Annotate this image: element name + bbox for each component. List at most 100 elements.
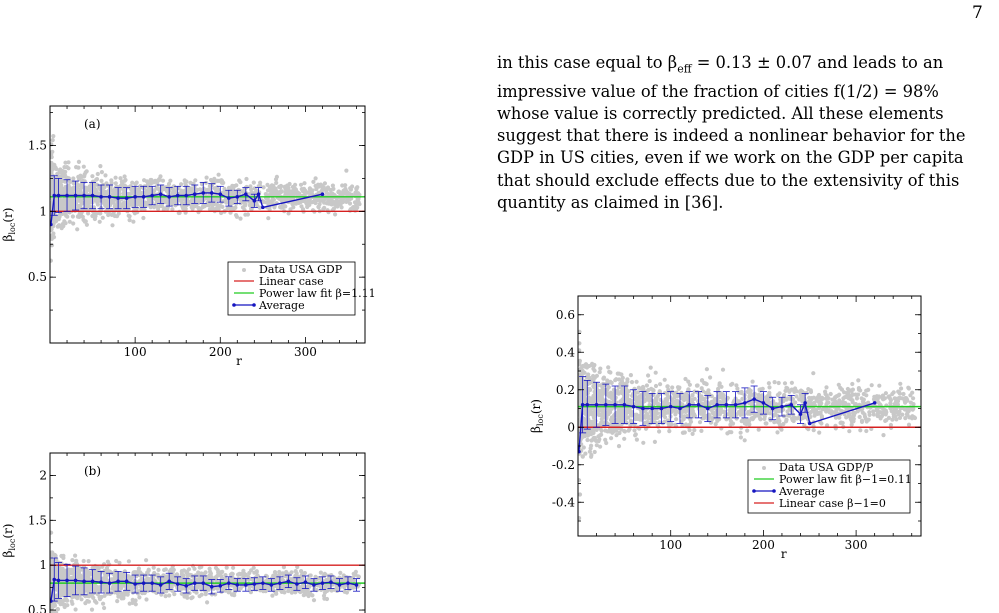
data-point (274, 174, 279, 179)
data-point (240, 189, 245, 194)
data-point (50, 571, 55, 576)
data-point (87, 593, 92, 598)
data-point (690, 393, 695, 398)
data-point (721, 409, 726, 414)
data-point (281, 197, 286, 202)
data-point (906, 422, 912, 427)
data-point (78, 173, 83, 178)
data-point (307, 202, 312, 207)
data-point (75, 227, 80, 232)
paragraph-line: that should exclude effects due to the e… (497, 170, 960, 190)
data-point (607, 369, 612, 374)
data-point (107, 591, 113, 596)
data-point (179, 203, 184, 208)
data-point (608, 417, 613, 422)
data-point (223, 573, 228, 578)
data-point (152, 205, 157, 210)
paragraph-line: suggest that there is indeed a nonlinear… (497, 126, 966, 146)
chart-panel-gdp-per-capita: 100 200 300-0.4-0.200.20.40.6rβloc(r)Data … (529, 295, 922, 561)
data-point (109, 200, 114, 205)
data-point (118, 201, 123, 206)
data-point (293, 182, 298, 187)
data-point (117, 560, 122, 565)
average-marker (116, 579, 120, 584)
data-point (70, 584, 75, 589)
data-point (70, 601, 75, 606)
data-point (149, 177, 154, 183)
data-point (58, 167, 63, 172)
data-point (162, 186, 167, 192)
data-point (212, 180, 217, 185)
data-point (598, 412, 603, 417)
data-point (772, 420, 777, 425)
data-point (284, 569, 289, 575)
data-point (646, 373, 651, 378)
data-point (166, 202, 171, 207)
data-point (50, 258, 53, 263)
data-point (357, 202, 362, 207)
x-tick-label: 300 (294, 345, 317, 359)
data-point (81, 558, 86, 564)
data-point (734, 416, 739, 421)
data-point (133, 602, 138, 607)
data-point (55, 224, 60, 229)
data-point (276, 586, 281, 591)
data-point (238, 216, 243, 221)
data-point (105, 559, 110, 564)
average-marker (269, 583, 274, 587)
data-point (101, 601, 106, 606)
data-point (99, 170, 104, 175)
data-point (97, 219, 102, 224)
data-point (103, 572, 108, 577)
data-point (628, 373, 633, 378)
data-point (782, 381, 788, 386)
data-point (824, 406, 829, 411)
data-point (174, 574, 179, 579)
data-point (130, 180, 135, 185)
data-point (113, 175, 118, 180)
data-point (735, 386, 740, 391)
data-point (258, 183, 263, 188)
data-point (209, 592, 214, 597)
data-point (279, 205, 284, 210)
average-marker (116, 196, 120, 200)
data-point (50, 188, 54, 193)
data-point (640, 384, 646, 390)
data-point (294, 585, 299, 590)
data-point (122, 192, 127, 197)
data-point (229, 571, 234, 576)
data-point (57, 183, 63, 188)
data-point (324, 596, 330, 602)
data-point (283, 204, 288, 209)
data-point (293, 590, 298, 595)
data-point (83, 170, 88, 175)
average-marker (65, 578, 69, 583)
data-point (306, 593, 311, 599)
data-point (77, 203, 83, 209)
average-marker (261, 581, 265, 585)
data-point (116, 594, 121, 599)
data-point (222, 577, 228, 582)
data-point (160, 587, 165, 592)
data-point (137, 579, 142, 584)
average-marker (226, 581, 231, 585)
data-point (146, 184, 151, 189)
data-point (148, 578, 153, 583)
data-point (238, 180, 243, 185)
data-point (356, 197, 361, 202)
average-marker (150, 581, 154, 585)
data-point (820, 395, 825, 400)
data-point (658, 382, 663, 387)
legend-box (227, 261, 356, 316)
data-point (135, 591, 141, 596)
data-point (299, 187, 304, 192)
data-point (343, 186, 348, 191)
data-point (82, 188, 87, 193)
data-point (86, 574, 91, 579)
data-point (622, 429, 627, 434)
data-point (232, 593, 237, 598)
data-point (54, 166, 59, 172)
average-marker (133, 582, 137, 586)
average-marker (226, 196, 231, 200)
data-point (178, 578, 183, 583)
